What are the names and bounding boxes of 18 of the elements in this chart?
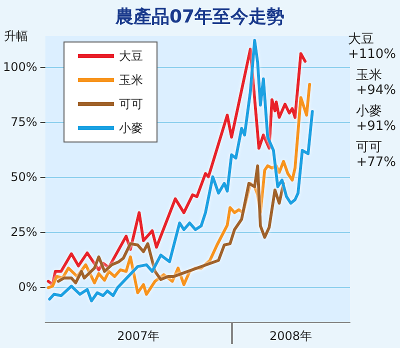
chart-title: 農產品07年至今走勢 (114, 6, 285, 28)
text: 小麥 +91% (356, 104, 396, 134)
y-tick-label: 25% (10, 224, 38, 239)
y-axis-title: 升幅 (4, 29, 28, 43)
y-tick-label: 0% (18, 280, 38, 294)
line-series (56, 164, 286, 284)
legend-label: 玉米 (119, 73, 143, 87)
legend-label: 大豆 (119, 49, 143, 63)
text: 可可 +77% (356, 140, 396, 170)
x-tick-label: 2008年 (270, 329, 312, 343)
legend-label: 小麥 (119, 121, 143, 135)
y-tick-label: 100% (2, 60, 38, 74)
x-tick-label: 2007年 (117, 329, 160, 343)
text: 玉米 +94% (356, 68, 396, 98)
y-tick-label: 50% (10, 170, 38, 184)
y-tick-label: 75% (10, 114, 38, 129)
annotation: 大豆 +110% (348, 32, 396, 62)
legend-label: 可可 (119, 97, 143, 111)
